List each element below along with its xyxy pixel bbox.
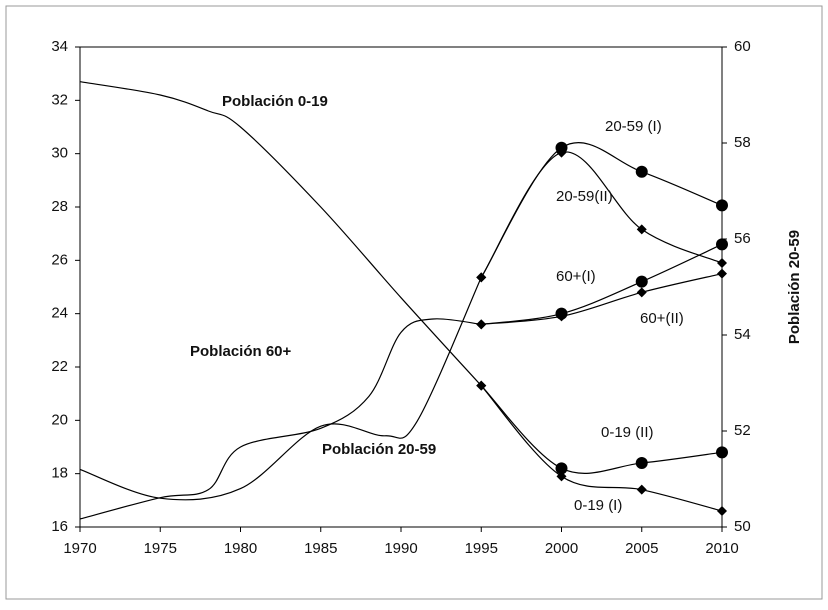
y2-tick-label: 50 bbox=[734, 518, 751, 535]
x-tick-label: 2010 bbox=[705, 540, 738, 557]
line bbox=[481, 243, 723, 325]
marker bbox=[476, 319, 487, 330]
series-label: Población 0-19 bbox=[222, 93, 328, 110]
series-label: 20-59(II) bbox=[556, 188, 613, 205]
marker bbox=[717, 506, 727, 516]
marker bbox=[556, 147, 567, 158]
series-label: 60+(I) bbox=[556, 268, 596, 285]
y2-tick-label: 54 bbox=[734, 326, 751, 343]
series-label: 60+(II) bbox=[640, 310, 684, 327]
line bbox=[79, 81, 482, 387]
marker bbox=[636, 224, 647, 235]
y2-tick-label: 60 bbox=[734, 38, 751, 55]
marker bbox=[635, 275, 648, 288]
y2-axis-label: Población 20-59 bbox=[786, 230, 803, 344]
line bbox=[481, 273, 723, 325]
series-label: 0-19 (II) bbox=[601, 424, 654, 441]
y2-tick-label: 52 bbox=[734, 422, 751, 439]
x-tick-label: 1980 bbox=[224, 540, 257, 557]
marker bbox=[717, 268, 727, 279]
marker bbox=[556, 311, 567, 322]
x-tick-label: 2000 bbox=[545, 540, 578, 557]
y-tick-label: 24 bbox=[51, 305, 68, 322]
y2-tick-label: 56 bbox=[734, 230, 751, 247]
frame bbox=[5, 5, 823, 600]
x-tick-label: 1970 bbox=[63, 540, 96, 557]
x-tick-label: 2005 bbox=[625, 540, 658, 557]
series-label: Población 20-59 bbox=[322, 441, 436, 458]
marker bbox=[556, 471, 567, 482]
marker bbox=[635, 165, 648, 178]
x-tick-label: 1990 bbox=[384, 540, 417, 557]
x-tick-label: 1975 bbox=[144, 540, 177, 557]
marker bbox=[716, 238, 728, 251]
marker bbox=[555, 462, 568, 475]
marker bbox=[717, 258, 727, 268]
marker bbox=[636, 484, 647, 495]
series-label: 0-19 (I) bbox=[574, 497, 622, 514]
line bbox=[480, 385, 723, 474]
x-tick-label: 1985 bbox=[304, 540, 337, 557]
y-tick-label: 16 bbox=[51, 518, 68, 535]
y-tick-label: 30 bbox=[51, 145, 68, 162]
series-label: Población 60+ bbox=[190, 343, 292, 360]
y-tick-label: 26 bbox=[51, 251, 68, 268]
marker bbox=[716, 446, 728, 459]
y-tick-label: 34 bbox=[51, 38, 68, 55]
line bbox=[480, 142, 723, 278]
y2-tick-label: 58 bbox=[734, 134, 751, 151]
line bbox=[480, 385, 723, 512]
marker bbox=[476, 380, 487, 391]
marker bbox=[635, 457, 648, 469]
series-label: 20-59 (I) bbox=[605, 118, 662, 135]
line bbox=[79, 318, 482, 520]
marker bbox=[636, 287, 647, 298]
marker bbox=[476, 272, 487, 283]
y-tick-label: 20 bbox=[51, 411, 68, 428]
y-tick-label: 28 bbox=[51, 198, 68, 215]
y-tick-label: 22 bbox=[51, 358, 68, 375]
x-tick-label: 1995 bbox=[465, 540, 498, 557]
line bbox=[480, 151, 723, 278]
y-tick-label: 18 bbox=[51, 465, 68, 482]
y-tick-label: 32 bbox=[51, 91, 68, 108]
line bbox=[79, 277, 482, 501]
marker bbox=[716, 199, 728, 212]
